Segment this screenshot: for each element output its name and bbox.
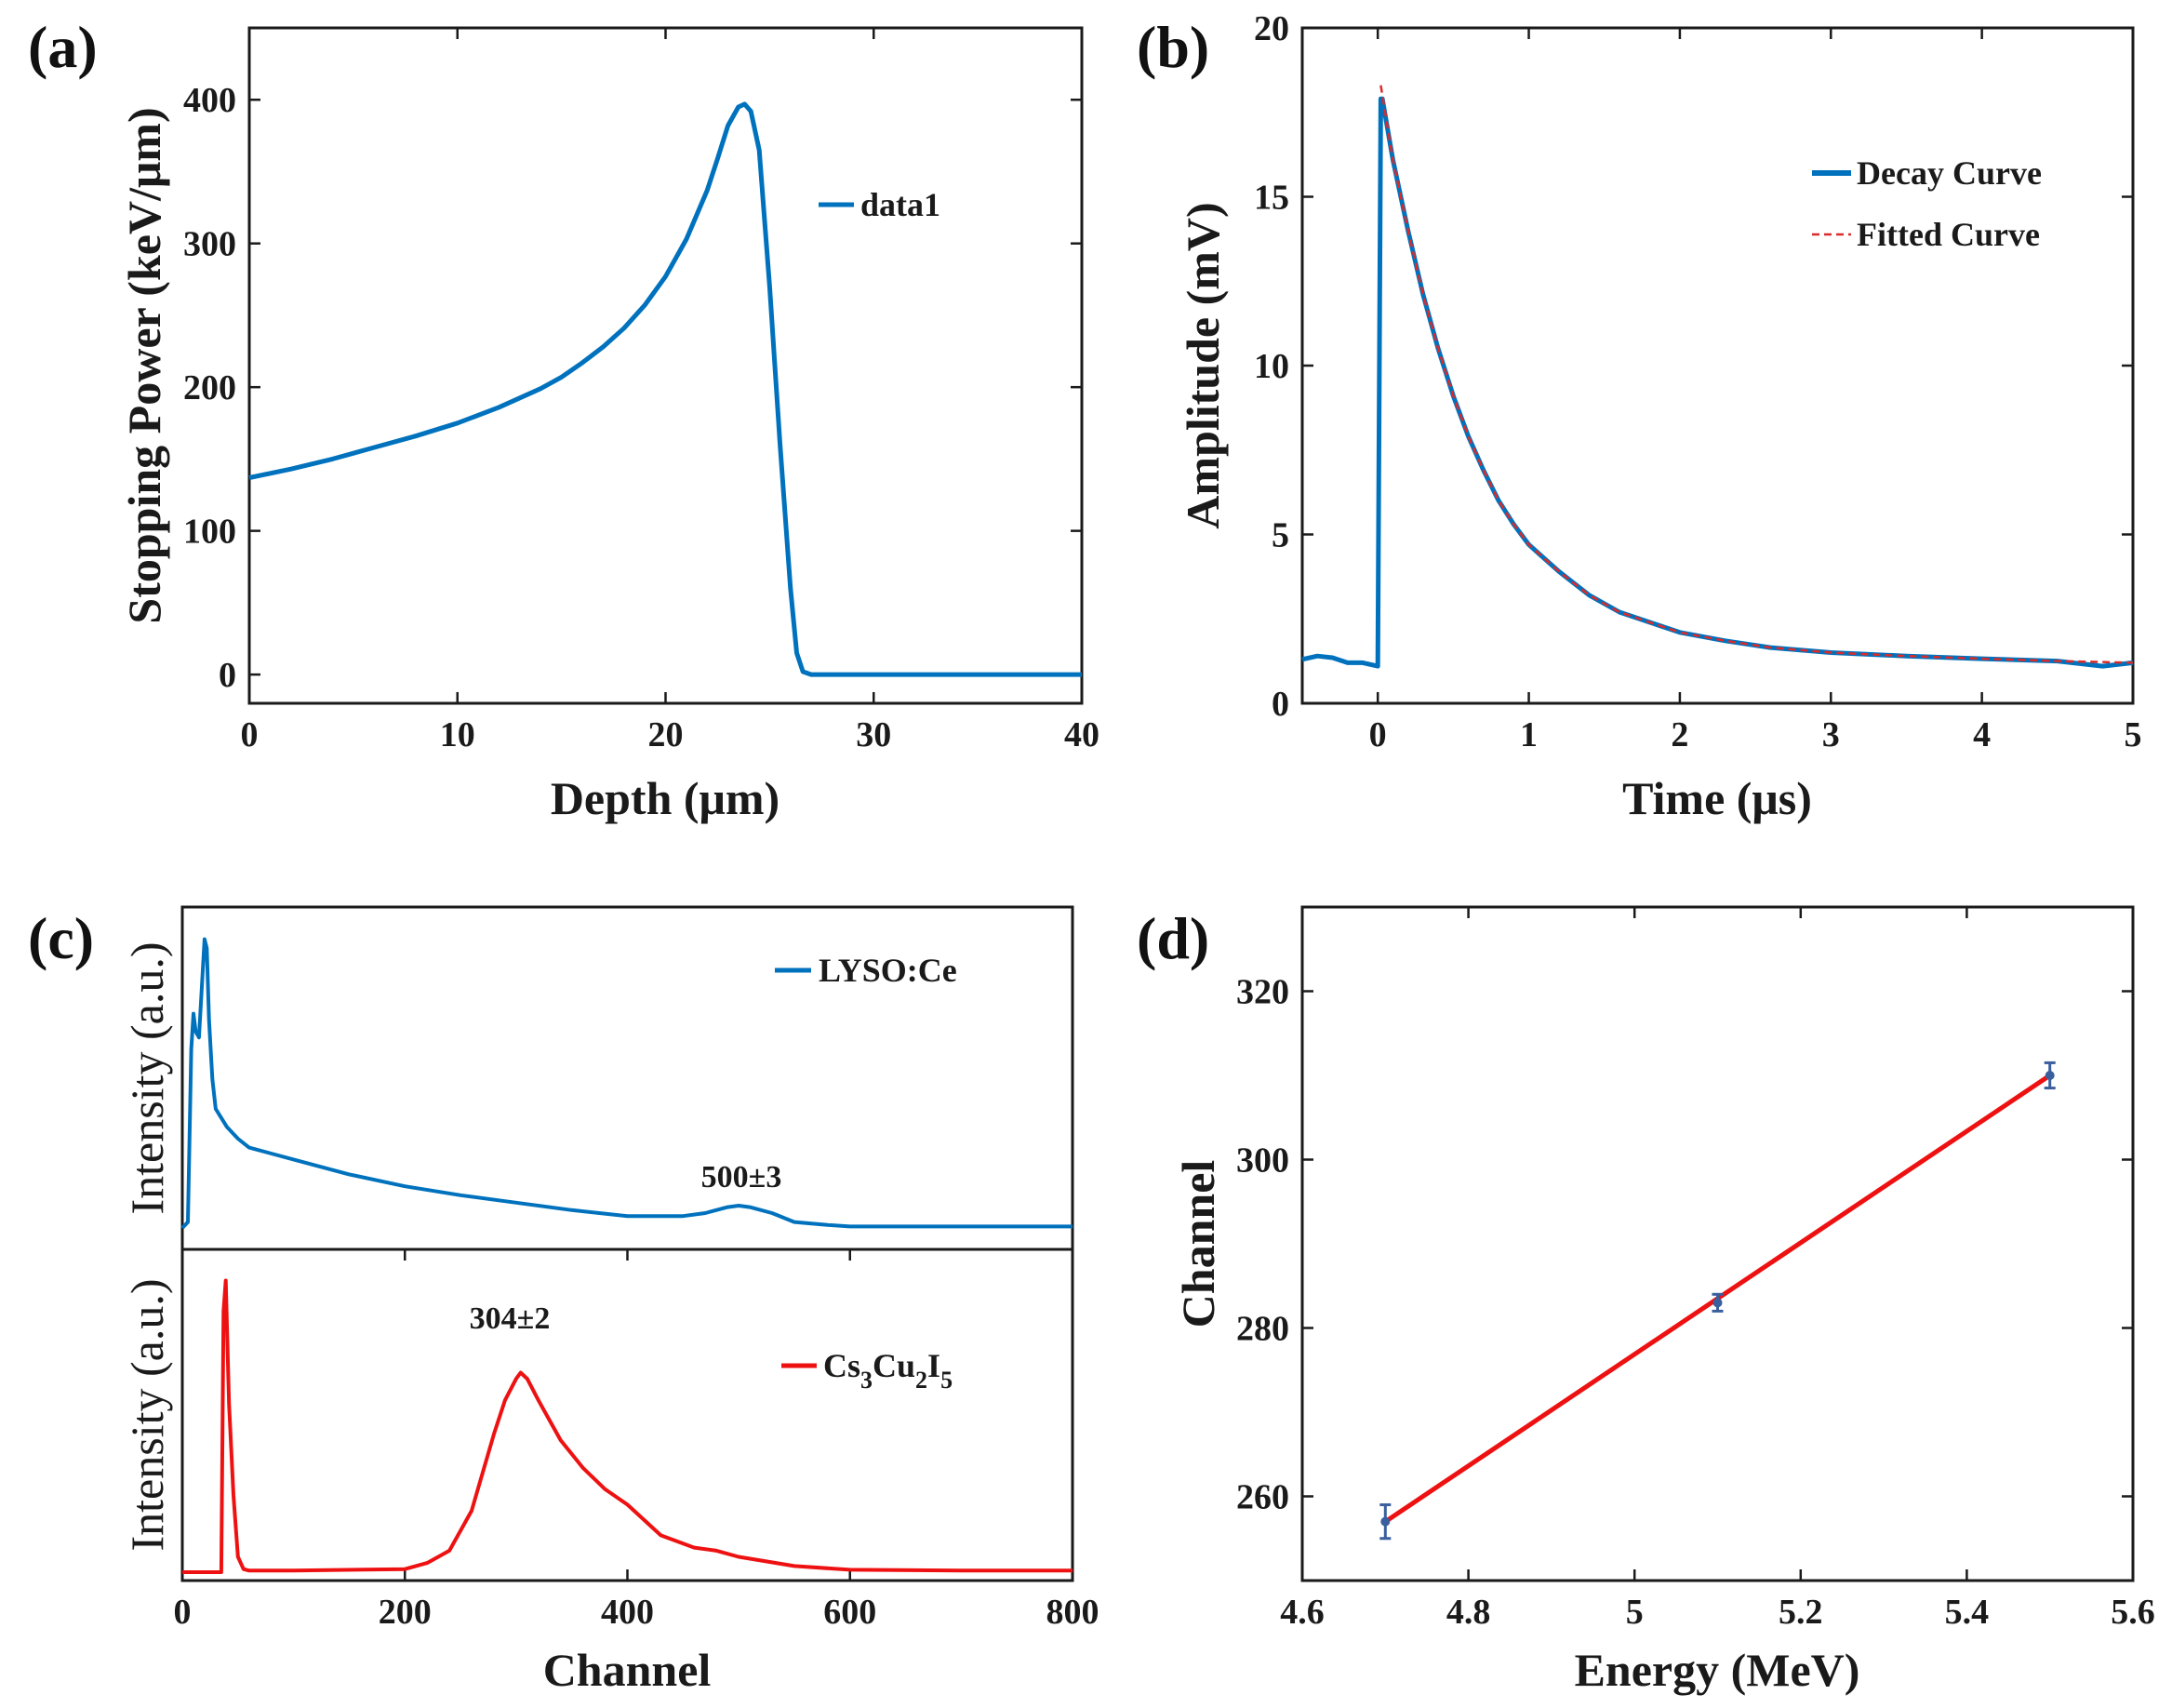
panel-b-y-tick-label: 20 [1254, 9, 1289, 48]
panel-a-x-ticks: 0 10 20 30 40 [241, 28, 1099, 754]
panel-c-top-y-label: Intensity (a.u.) [121, 942, 173, 1215]
panel-b-y-ticks: 0 5 10 15 20 [1254, 9, 2133, 724]
panel-a-y-ticks: 0 100 200 300 400 [183, 81, 1082, 695]
panel-b: (b) 0 1 2 3 4 5 0 5 10 15 20 Decay Curve Fitted C… [1137, 9, 2142, 824]
panel-c-x-tick-label: 0 [174, 1593, 192, 1632]
panel-b-x-tick-label: 0 [1369, 715, 1387, 754]
panel-d-x-tick-label: 4.8 [1446, 1593, 1491, 1632]
panel-c-x-tick-label: 600 [823, 1593, 876, 1632]
panel-a-x-tick-label: 20 [648, 715, 684, 754]
panel-a-y-tick-label: 400 [183, 81, 236, 120]
panel-d-y-tick-label: 280 [1236, 1310, 1289, 1349]
panel-b-x-tick-label: 5 [2125, 715, 2142, 754]
panel-d-x-ticks: 4.6 4.8 5 5.2 5.4 5.6 [1280, 907, 2155, 1632]
panel-c-series-lyso [180, 937, 1073, 1230]
panel-b-tag: (b) [1137, 14, 1209, 80]
panel-a-x-tick-label: 30 [856, 715, 891, 754]
panel-c-annotation-cs-peak: 304±2 [470, 1301, 551, 1336]
panel-c-annotation-lyso-peak: 500±3 [701, 1160, 782, 1194]
panel-c-series-cs3cu2i5 [182, 1278, 1073, 1574]
panel-a-y-tick-label: 200 [183, 368, 236, 407]
panel-d-data-points [1379, 1061, 2056, 1541]
panel-b-axes-box [1300, 26, 2135, 705]
panel-b-y-tick-label: 10 [1254, 347, 1289, 386]
panel-d-data-point [2045, 1071, 2055, 1080]
panel-d-y-label: Channel [1172, 1160, 1224, 1328]
panel-d-data-point [1380, 1516, 1391, 1527]
panel-b-y-tick-label: 5 [1272, 516, 1289, 555]
panel-b-x-tick-label: 2 [1671, 715, 1688, 754]
panel-a-y-tick-label: 0 [219, 656, 236, 695]
panel-a-x-tick-label: 10 [440, 715, 475, 754]
panel-c-x-tick-label: 400 [601, 1593, 654, 1632]
panel-a-x-tick-label: 40 [1064, 715, 1099, 754]
panel-b-y-label: Amplitude (mV) [1177, 202, 1229, 528]
panel-b-y-tick-label: 15 [1254, 179, 1289, 218]
panel-a-tag: (a) [28, 14, 98, 80]
panel-c-x-tick-label: 800 [1046, 1593, 1099, 1632]
panel-d-x-tick-label: 5.4 [1945, 1593, 1990, 1632]
panel-d-y-tick-label: 260 [1236, 1478, 1289, 1517]
panel-b-x-tick-label: 1 [1520, 715, 1538, 754]
panel-c-x-tick-label: 200 [379, 1593, 432, 1632]
panel-d-tag: (d) [1137, 905, 1209, 971]
panel-a-x-tick-label: 0 [241, 715, 259, 754]
panel-a: (a) 0 10 20 30 40 0 100 200 300 400 data1 Depth … [28, 14, 1099, 824]
panel-c-x-ticks: 0 200 400 600 800 [174, 1249, 1099, 1632]
panel-c-legend-label-lyso: LYSO:Ce [819, 952, 957, 989]
panel-c-tag: (c) [28, 905, 94, 971]
panel-b-x-tick-label: 3 [1822, 715, 1840, 754]
panel-d: (d) 4.6 4.8 5 5.2 5.4 5.6 260 280 300 320 Energy… [1137, 905, 2155, 1696]
panel-c-legend-label-cs: Cs3Cu2I5 [823, 1347, 953, 1394]
panel-d-x-label: Energy (MeV) [1575, 1644, 1860, 1696]
panel-c-bottom-y-label: Intensity (a.u.) [121, 1279, 173, 1552]
panel-b-legend-label-decay: Decay Curve [1857, 154, 2042, 192]
panel-a-series-data1 [248, 101, 1082, 677]
panel-a-axes-box [247, 26, 1084, 705]
panel-a-legend-label: data1 [860, 186, 940, 223]
panel-a-x-label: Depth (μm) [551, 772, 780, 824]
panel-b-x-tick-label: 4 [1973, 715, 1991, 754]
panel-c-bottom-axes-box [180, 1248, 1074, 1582]
panel-d-y-tick-label: 300 [1236, 1141, 1289, 1181]
panel-c: (c) 0 200 400 600 800 LYSO:Ce Cs3Cu2I5 500±3… [28, 905, 1099, 1696]
panel-a-y-tick-label: 100 [183, 513, 236, 552]
panel-b-x-label: Time (μs) [1622, 772, 1812, 824]
panel-d-axes-box [1300, 905, 2135, 1582]
panel-a-y-label: Stopping Power (keV/μm) [118, 107, 170, 623]
panel-b-series-fitted-curve [1379, 85, 2134, 664]
panel-b-x-ticks: 0 1 2 3 4 5 [1369, 28, 2142, 754]
panel-d-x-tick-label: 5.6 [2111, 1593, 2155, 1632]
panel-b-legend-label-fit: Fitted Curve [1857, 216, 2040, 253]
panel-b-y-tick-label: 0 [1272, 685, 1289, 724]
panel-d-x-tick-label: 5 [1626, 1593, 1644, 1632]
panel-d-x-tick-label: 5.2 [1779, 1593, 1823, 1632]
panel-d-x-tick-label: 4.6 [1280, 1593, 1325, 1632]
panel-d-y-tick-label: 320 [1236, 973, 1289, 1012]
panel-c-x-label: Channel [543, 1644, 712, 1696]
panel-a-y-tick-label: 300 [183, 225, 236, 264]
panel-d-y-ticks: 260 280 300 320 [1236, 973, 2133, 1517]
panel-d-data-point [1712, 1298, 1723, 1308]
